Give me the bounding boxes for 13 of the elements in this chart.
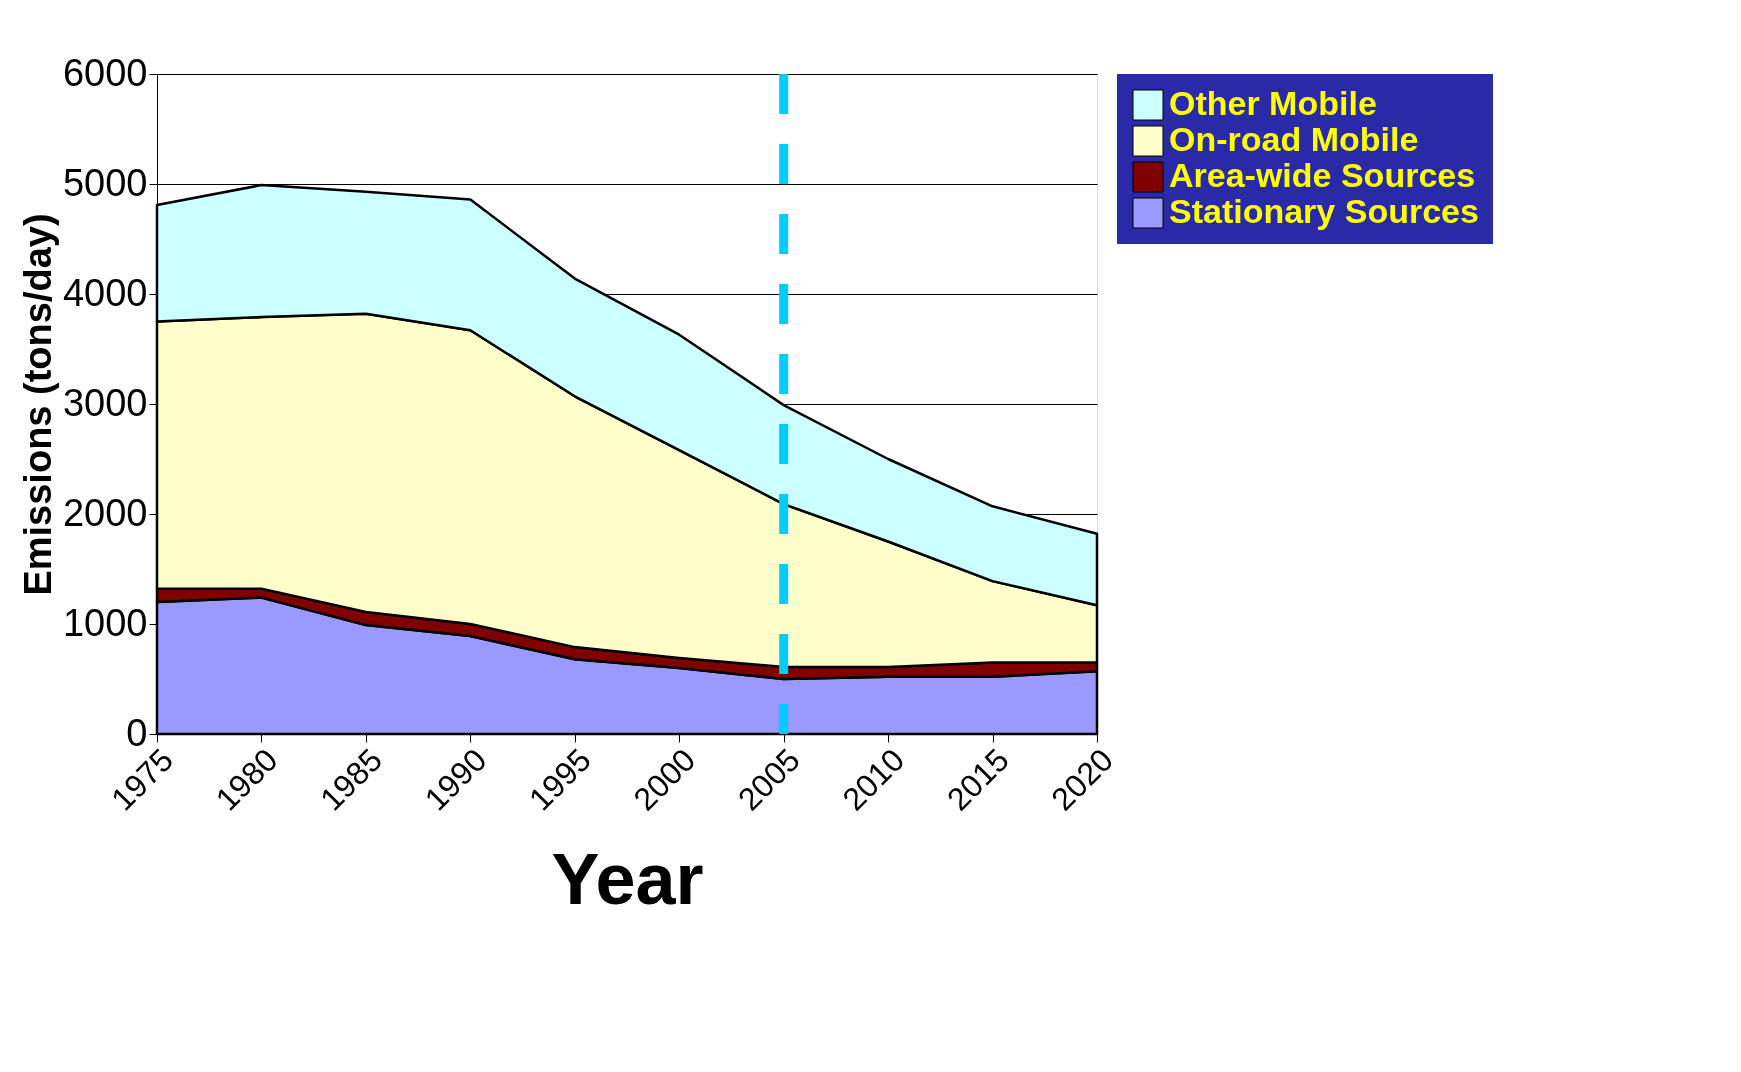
legend-label: Area-wide Sources xyxy=(1169,156,1476,194)
legend-label: On-road Mobile xyxy=(1169,120,1419,158)
y-axis-title: Emissions (tons/day) xyxy=(16,213,59,596)
y-tick-label: 2000 xyxy=(62,491,148,534)
legend-label: Other Mobile xyxy=(1169,84,1377,122)
y-tick-label: 4000 xyxy=(62,271,148,314)
y-tick-label: 1000 xyxy=(62,601,148,644)
y-tick-label: 3000 xyxy=(62,381,148,424)
x-axis-title: Year xyxy=(551,838,704,919)
y-tick-label: 6000 xyxy=(62,51,148,94)
y-tick-label: 5000 xyxy=(62,161,148,204)
legend-label: Stationary Sources xyxy=(1169,192,1479,230)
y-tick-label: 0 xyxy=(126,711,148,754)
